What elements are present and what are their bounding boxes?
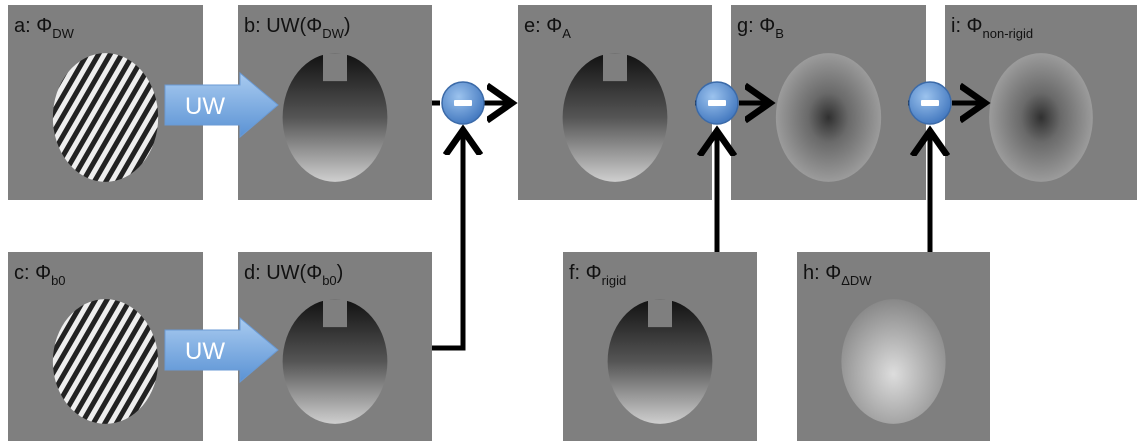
label-text: h: Φ [803,262,841,284]
label-text: b: UW(Φ [244,15,322,37]
brain-image [53,299,158,424]
label-text: a: Φ [14,15,52,37]
label-suffix: ) [337,262,344,284]
label-text: i: Φ [951,15,983,37]
minus-sign [708,100,726,106]
label-subscript: DW [52,26,74,41]
image-notch [648,299,672,327]
figure: a: ΦDWb: UW(ΦDW)c: Φb0d: UW(Φb0)e: ΦAf: … [0,0,1137,445]
label-subscript: b0 [322,273,336,288]
brain-image [989,53,1093,182]
subtract-node [696,82,738,124]
label-text: g: Φ [737,15,775,37]
label-subscript: non-rigid [983,26,1034,41]
minus-sign [921,100,939,106]
arrow-label: UW [185,338,225,365]
panel: f: Φrigid [563,252,757,441]
subtract-node [909,82,951,124]
connector [432,130,463,348]
label-subscript: rigid [602,273,627,288]
brain-image [841,299,945,424]
minus-sign [454,100,472,106]
label-subscript: B [775,26,784,41]
label-text: e: Φ [524,15,562,37]
brain-image [776,53,881,182]
panel: h: ΦΔDW [797,252,990,441]
image-notch [323,299,347,327]
arrow-label: UW [185,93,225,120]
label-subscript: b0 [51,273,65,288]
label-text: f: Φ [569,262,602,284]
panel: e: ΦA [518,5,712,200]
label-subscript: DW [322,26,344,41]
brain-image [53,53,158,182]
label-suffix: ) [344,15,351,37]
subtract-node [442,82,484,124]
label-subscript: ΔDW [841,273,872,288]
label-subscript: A [562,26,571,41]
image-notch [603,53,627,81]
label-text: d: UW(Φ [244,262,322,284]
label-text: c: Φ [14,262,51,284]
image-notch [323,53,347,81]
